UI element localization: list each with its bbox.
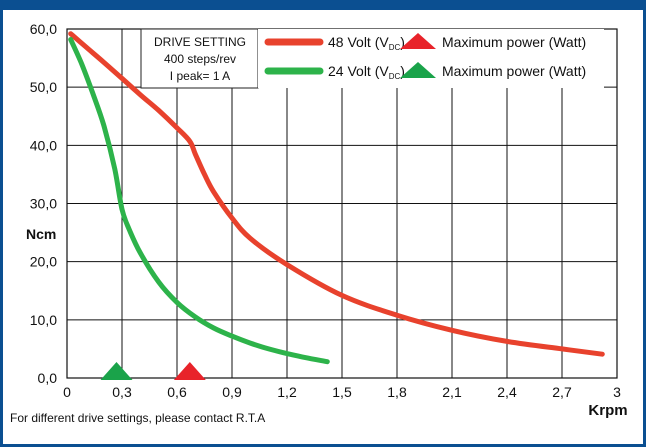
- drive-settings-steps: 400 steps/rev: [164, 52, 236, 66]
- y-tick-label: 40,0: [30, 137, 57, 153]
- max-power-marker-48v: [173, 362, 206, 380]
- legend-label-48v: 48 Volt (VDC): [328, 34, 405, 52]
- legend-label-24v: 24 Volt (VDC): [328, 63, 405, 81]
- y-tick-label: 60,0: [30, 21, 57, 37]
- y-tick-label: 50,0: [30, 79, 57, 95]
- x-tick-label: 2,7: [552, 384, 572, 400]
- x-tick-label: 1,5: [332, 384, 352, 400]
- legend-marker-48v-triangle: [400, 33, 436, 49]
- tick-labels: 0 0,3 0,6 0,9 1,2 1,5 1,8 2,1 2,4 2,7 30,010,020,0…: [30, 21, 621, 400]
- y-tick-label: 0,0: [38, 370, 58, 386]
- x-tick-label: 3: [613, 384, 621, 400]
- x-tick-label: 0: [63, 384, 71, 400]
- power-markers: [100, 362, 206, 380]
- drive-settings-box: DRIVE SETTING 400 steps/rev I peak= 1 A: [140, 28, 259, 89]
- y-tick-label: 10,0: [30, 312, 57, 328]
- y-tick-label: 20,0: [30, 254, 57, 270]
- x-tick-label: 1,2: [277, 384, 297, 400]
- drive-settings-ipeak: I peak= 1 A: [170, 69, 230, 83]
- x-tick-label: 2,1: [442, 384, 462, 400]
- max-power-marker-24v: [100, 362, 133, 380]
- legend-marker-24v-triangle: [400, 62, 436, 78]
- legend-marker-label-48v: Maximum power (Watt): [442, 34, 586, 50]
- x-tick-label: 0,9: [222, 384, 242, 400]
- curves: [68, 31, 605, 365]
- legend-entry-24v: 24 Volt (VDC) Maximum power (Watt): [264, 62, 586, 81]
- header-bar: [0, 0, 646, 10]
- x-tick-label: 0,6: [167, 384, 187, 400]
- legend: 48 Volt (VDC) Maximum power (Watt) 24 Vo…: [258, 29, 604, 88]
- drive-settings-title: DRIVE SETTING: [154, 35, 246, 49]
- x-tick-label: 1,8: [387, 384, 407, 400]
- footnote: For different drive settings, please con…: [10, 411, 266, 425]
- legend-marker-label-24v: Maximum power (Watt): [442, 63, 586, 79]
- y-tick-label: 30,0: [30, 196, 57, 212]
- series-line-48v: [68, 31, 605, 357]
- x-tick-label: 2,4: [497, 384, 517, 400]
- y-axis-label: Ncm: [26, 226, 56, 242]
- series-line-24v: [68, 37, 330, 365]
- x-tick-label: 0,3: [112, 384, 132, 400]
- x-axis-label: Krpm: [588, 402, 627, 419]
- legend-entry-48v: 48 Volt (VDC) Maximum power (Watt): [264, 33, 586, 52]
